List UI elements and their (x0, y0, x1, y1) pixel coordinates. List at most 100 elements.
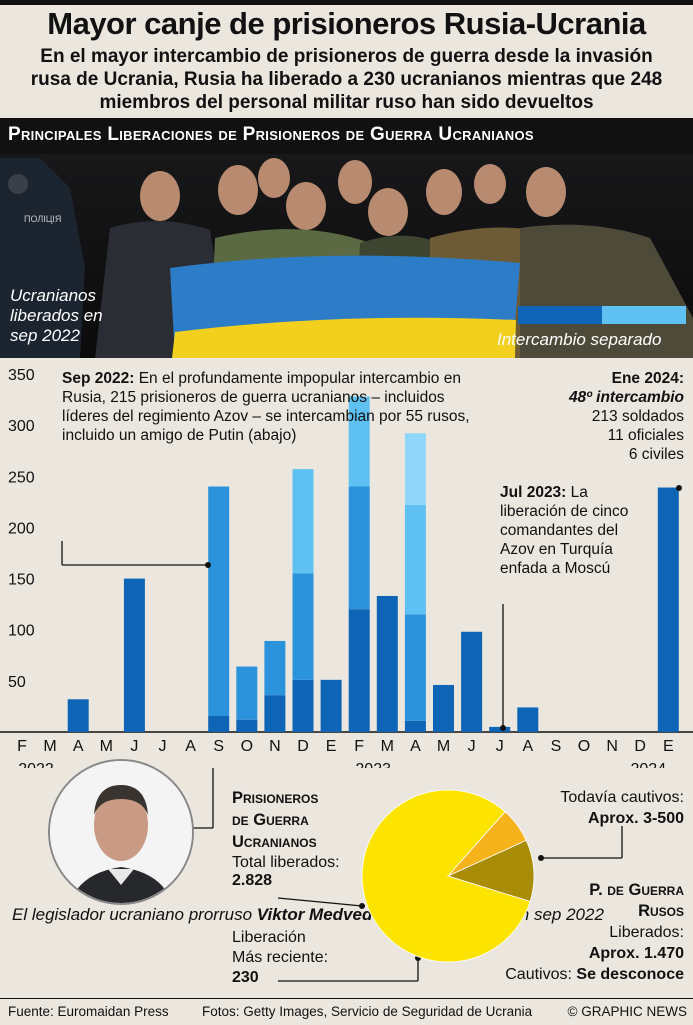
x-tick-label: M (381, 738, 394, 755)
x-tick-label: F (354, 738, 364, 755)
bar-segment (348, 609, 370, 732)
legend-swatch (518, 306, 686, 324)
bar-segment (461, 631, 483, 732)
page-title: Mayor canje de prisioneros Rusia-Ucrania (47, 6, 646, 41)
stat-label: Más reciente: (232, 949, 329, 966)
bar-segment (404, 614, 426, 721)
bar-segment (236, 719, 258, 732)
y-tick-label: 100 (8, 623, 35, 640)
x-tick-label: A (73, 738, 84, 755)
bar-segment (517, 707, 539, 732)
annotation-jul-2023: Jul 2023: La liberación de cinco comanda… (500, 483, 650, 578)
bar-segment (208, 715, 230, 732)
portrait-illustration (50, 761, 192, 903)
bar-segment (123, 578, 145, 732)
year-label: 2022 (18, 761, 54, 768)
x-tick-label: S (551, 738, 562, 755)
annotation-line: 6 civiles (628, 446, 684, 463)
hero-photo: ПОЛІЦІЯ Principales Liberaciones de Pris… (0, 118, 693, 358)
y-tick-label: 200 (8, 520, 35, 537)
annotation-text: En el profundamente impopular intercambi… (62, 370, 470, 444)
x-tick-label: A (410, 738, 421, 755)
rus-pows-block: P. de Guerra Rusos Liberados: Aprox. 1.4… (505, 880, 684, 985)
bar-segment (433, 684, 454, 732)
x-tick-label: J (130, 738, 138, 755)
y-tick-label: 150 (8, 572, 35, 589)
x-tick-label: J (496, 738, 504, 755)
annotation-line: 213 soldados (591, 408, 684, 425)
year-label: 2023 (355, 761, 391, 768)
stat-label: Cautivos: (505, 966, 572, 983)
bar-segment (376, 595, 398, 732)
annotation-subhead: 48º intercambio (568, 389, 684, 406)
bar-segment (320, 679, 342, 732)
stat-label: Total liberados: (232, 854, 340, 871)
pie-slice (446, 839, 535, 902)
photo-caption-line: Ucranianos (10, 286, 96, 305)
photo-banner-title: Principales Liberaciones de Prisioneros … (8, 124, 534, 145)
caption-text: El legislador ucraniano prorruso (12, 905, 253, 924)
x-tick-label: A (185, 738, 196, 755)
annotation-head: Jul 2023: (500, 484, 567, 501)
stat-value: Aprox. 1.470 (588, 945, 684, 962)
x-tick-label: N (606, 738, 618, 755)
bar-segment (404, 720, 426, 732)
bar-segment (489, 726, 511, 732)
chart-area: 50 100 150 200 250 300 350 F M A M J J A S O N D E F M A M J J A S… (0, 358, 693, 778)
footer-source: Fuente: Euromaidan Press (8, 1004, 169, 1019)
bar-segment (236, 666, 258, 720)
bar-segment (264, 695, 286, 732)
x-tick-label: E (663, 738, 674, 755)
x-tick-label: M (437, 738, 450, 755)
bar-segment (657, 487, 679, 732)
x-tick-label: D (634, 738, 646, 755)
stat-value: 2.828 (232, 872, 273, 889)
annotation-ene-2024: Ene 2024: 48º intercambio 213 soldados 1… (569, 369, 684, 464)
top-rule (0, 0, 693, 5)
x-tick-label: J (159, 738, 167, 755)
bar-segment (348, 396, 370, 487)
bar-segment (208, 486, 230, 716)
x-tick-label: N (269, 738, 281, 755)
ukr-total-stat: Total liberados: 2.828 (232, 854, 340, 890)
x-tick-label: S (213, 738, 224, 755)
heading-line: de Guerra (232, 811, 309, 829)
medvedchuk-portrait (48, 759, 194, 905)
released-prisoners-illustration: ПОЛІЦІЯ (0, 118, 693, 358)
photo-caption-line: liberados en (10, 306, 103, 325)
pow-pie-chart (361, 789, 535, 963)
pie-slice (361, 789, 531, 963)
bar-segment (292, 573, 314, 680)
bar-segment (67, 699, 89, 732)
legend-label: Intercambio separado (497, 330, 662, 349)
photo-banner: Principales Liberaciones de Prisioneros … (0, 118, 693, 154)
annotation-line: 11 oficiales (607, 427, 684, 444)
stat-label: Todavía cautivos: (560, 789, 684, 806)
bar-segment (404, 504, 426, 615)
bar-segment (348, 486, 370, 610)
photo-caption-line: sep 2022 (10, 326, 80, 345)
stat-value: Se desconoce (576, 966, 684, 983)
bar-segment (264, 640, 286, 696)
footer-photos: Fotos: Getty Images, Servicio de Segurid… (202, 1004, 533, 1019)
heading-line: P. de Guerra (589, 881, 684, 899)
x-tick-label: M (100, 738, 113, 755)
stat-label: Liberación (232, 929, 306, 946)
x-tick-label: M (43, 738, 56, 755)
heading-line: Prisioneros (232, 789, 319, 807)
page-subtitle: En el mayor intercambio de prisioneros d… (30, 46, 663, 113)
bar-segment (292, 469, 314, 574)
x-tick-label: E (326, 738, 337, 755)
annotation-head: Sep 2022: (62, 370, 135, 387)
heading-line: Rusos (638, 902, 684, 920)
x-tick-label: F (17, 738, 27, 755)
ukr-captive-stat: Todavía cautivos: Aprox. 3-500 (560, 787, 684, 829)
annotation-head: Ene 2024: (611, 370, 684, 387)
stat-value: Aprox. 3-500 (587, 810, 684, 827)
x-tick-label: A (522, 738, 533, 755)
footer-credit: © GRAPHIC NEWS (567, 1004, 687, 1019)
ukr-pows-heading: Prisioneros de Guerra Ucranianos (232, 787, 318, 853)
y-tick-label: 250 (8, 469, 35, 486)
annotation-text: La liberación de cinco comandantes del A… (500, 484, 629, 577)
